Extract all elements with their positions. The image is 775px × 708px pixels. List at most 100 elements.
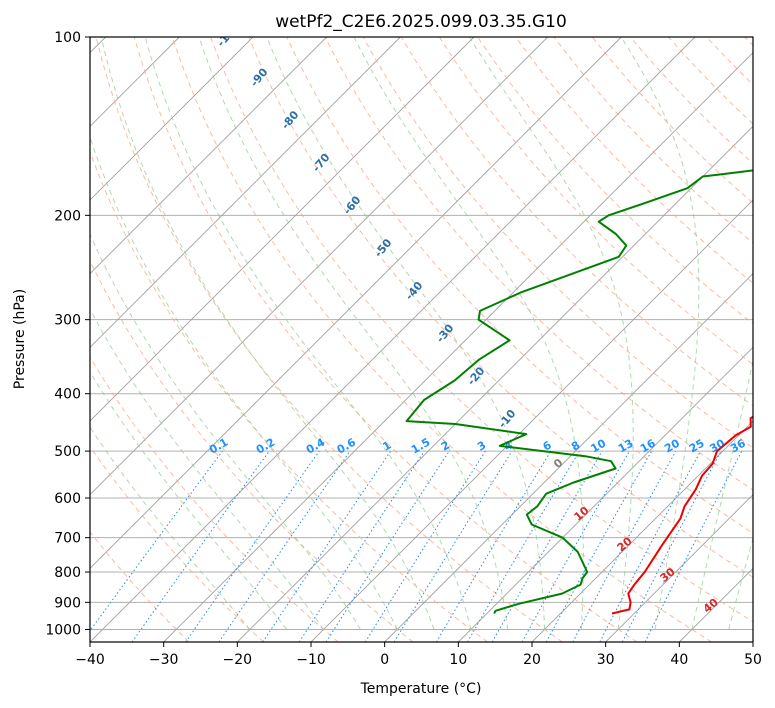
mixing-ratio-line: [131, 450, 270, 642]
dry-adiabat-line: [210, 37, 753, 623]
dry-adiabat-line: [90, 531, 190, 642]
dry-adiabat-line: [438, 37, 753, 366]
isotherm-label: 40: [701, 596, 721, 616]
mixing-ratio-line: [467, 450, 580, 642]
mixing-ratio-line: [393, 450, 513, 642]
isotherm-line: [310, 199, 753, 642]
x-tick-label: 40: [670, 652, 688, 668]
mixing-ratio-line: [262, 450, 392, 642]
dry-adiabat-line: [95, 37, 563, 642]
plot-frame: [89, 36, 754, 643]
isotherm-line: [384, 273, 753, 642]
y-axis-label: Pressure (hPa): [12, 289, 28, 389]
y-tick-label: 900: [54, 595, 81, 611]
mixing-ratio-line: [572, 450, 677, 642]
x-tick-label: −20: [223, 652, 253, 668]
moist-adiabat-line: [90, 135, 398, 630]
axes: −40 −30 −20 −10 0 10 20 30 40 50 100 200 300 400 500 60…: [45, 30, 762, 668]
mixing-ratio-line: [435, 450, 552, 642]
mixing-ratio-line: [298, 450, 425, 642]
mixing-ratio-label: 0.2: [254, 436, 277, 457]
mixing-ratio-label: 0.4: [304, 435, 328, 456]
x-tick-label: 0: [380, 652, 389, 668]
x-tick-label: 30: [597, 652, 615, 668]
sounding-profiles: [405, 169, 753, 615]
dry-adiabat-line: [400, 37, 753, 407]
isotherm-label: 10: [572, 504, 592, 524]
y-tick-label: 300: [54, 313, 81, 329]
isotherm-line: [163, 52, 753, 642]
moist-adiabat-line: [100, 37, 435, 630]
adiabat-label: -60: [341, 193, 364, 217]
dry-adiabat-line: [553, 37, 753, 244]
temperature-profile-line: [611, 415, 753, 615]
adiabat-label: -40: [403, 279, 426, 303]
dry-adiabat-line: [90, 259, 414, 642]
adiabat-label: -30: [434, 321, 457, 345]
chart-title: wetPf2_C2E6.2025.099.03.35.G10: [275, 12, 567, 32]
dry-adiabat-line: [90, 356, 339, 642]
dry-adiabat-line: [90, 150, 488, 642]
moist-adiabat-line: [144, 37, 472, 630]
isotherm-line: [679, 567, 753, 642]
mixing-ratio-label: 1.5: [409, 436, 432, 457]
mixing-ratio-label: 20: [662, 436, 682, 455]
dry-adiabat-line: [668, 37, 753, 125]
moist-adiabat-line: [90, 426, 251, 630]
mixing-ratio-line: [644, 450, 743, 642]
y-tick-label: 700: [54, 531, 81, 547]
mixing-ratio-line: [325, 450, 450, 642]
moist-adiabat-line: [266, 37, 546, 630]
isotherm-line: [90, 37, 696, 642]
mixing-ratio-line: [218, 450, 351, 642]
isotherm-line: [90, 37, 401, 348]
mixing-ratio-line: [90, 450, 223, 632]
y-tick-label: 800: [54, 565, 81, 581]
x-tick-label: 20: [523, 652, 541, 668]
mixing-ratio-line: [364, 450, 486, 642]
y-tick-label: 100: [54, 30, 81, 46]
dry-adiabat-line: [133, 37, 638, 642]
isotherm-line: [90, 37, 327, 275]
isotherm-line: [752, 641, 753, 642]
dry-adiabat-line: [171, 37, 712, 642]
mixing-ratio-label: 0.6: [335, 435, 359, 456]
y-tick-label: 600: [54, 491, 81, 507]
dry-adiabat-line: [90, 445, 264, 642]
dry-adiabat-line: [515, 37, 753, 284]
x-tick-label: −10: [296, 652, 326, 668]
moist-adiabat-line: [353, 37, 584, 630]
x-tick-label: −30: [149, 652, 179, 668]
adiabat-label: -100: [214, 20, 242, 50]
mixing-ratio-label: 0.1: [207, 436, 230, 457]
adiabat-label: -70: [310, 151, 333, 175]
mixing-ratio-label: 25: [687, 437, 707, 456]
y-tick-label: 1000: [45, 622, 81, 638]
dry-adiabat-line: [706, 37, 753, 86]
adiabat-label: -90: [248, 65, 271, 89]
isotherm-label: 30: [658, 565, 678, 585]
dry-adiabat-line: [744, 37, 753, 47]
x-tick-label: −40: [75, 652, 105, 668]
dry-adiabat-line: [286, 37, 753, 534]
isotherm-line: [605, 494, 753, 642]
mixing-ratio-label: 13: [616, 437, 636, 456]
moist-adiabat-line: [469, 37, 634, 630]
moist-adiabat-line: [90, 370, 288, 630]
dewpoint-profile-line: [405, 169, 753, 614]
y-tick-label: 400: [54, 387, 81, 403]
adiabat-label: -50: [372, 236, 395, 260]
y-tick-label: 200: [54, 208, 81, 224]
moist-adiabat-line: [198, 37, 509, 630]
dry-adiabat-line: [248, 37, 753, 578]
isotherm-line: [90, 37, 254, 201]
y-tick-label: 500: [54, 444, 81, 460]
moist-adiabat-line: [728, 536, 753, 630]
mixing-ratio-line: [521, 450, 630, 642]
isotherm-line: [90, 37, 548, 496]
x-tick-label: 50: [744, 652, 762, 668]
isotherm-line: [531, 420, 753, 642]
isotherm-line: [90, 37, 622, 569]
moist-adiabat-line: [691, 358, 753, 630]
